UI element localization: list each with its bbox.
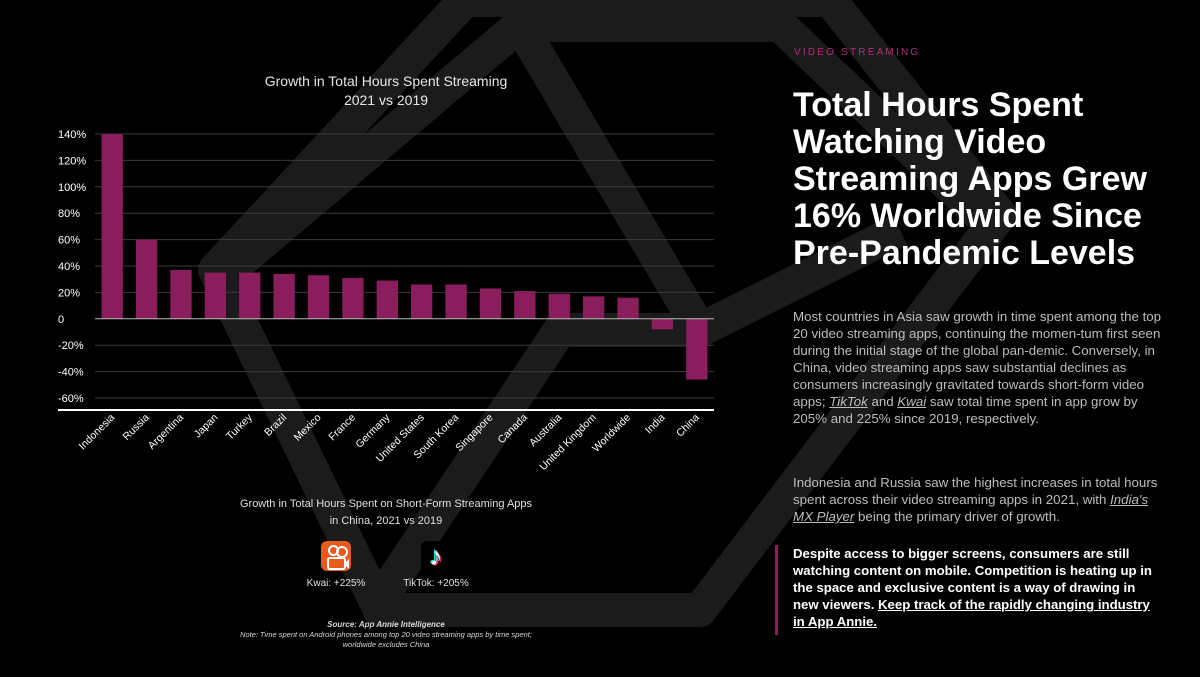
bar [686, 318, 708, 380]
callout-text: Despite access to bigger screens, consum… [793, 546, 1152, 629]
bar [411, 284, 433, 319]
chart-subtitle: 2021 vs 2019 [343, 92, 429, 108]
kwai-icon [321, 541, 351, 571]
y-tick-label: 100% [58, 182, 86, 194]
kwai-label: Kwai: +225% [306, 578, 366, 589]
bar [135, 239, 158, 319]
note-text: Note: Time spent on Android phones among… [240, 630, 532, 649]
source-note: Source: App Annie Intelligence Note: Tim… [236, 620, 536, 650]
x-tick-label: Russia [121, 412, 152, 443]
x-tick-label: Mexico [292, 412, 324, 444]
bar [101, 134, 123, 319]
y-tick-label: -60% [58, 393, 84, 405]
x-tick-label: Japan [192, 412, 221, 441]
kwai-app: Kwai: +225% [281, 541, 391, 589]
bar [651, 318, 674, 330]
y-tick-label: 80% [58, 208, 80, 220]
y-tick-label: 20% [58, 287, 80, 299]
callout-box: Despite access to bigger screens, consum… [775, 545, 1158, 635]
bar [479, 288, 502, 319]
x-tick-label: Brazil [262, 412, 289, 439]
kwai-link[interactable]: Kwai [897, 394, 927, 409]
subchart-title: Growth in Total Hours Spent on Short-For… [239, 498, 533, 527]
y-tick-label: 40% [58, 261, 80, 273]
source-label: Source: App Annie Intelligence [327, 620, 445, 629]
bar [204, 272, 227, 319]
y-tick-label: 0 [58, 314, 64, 326]
y-tick-label: -20% [58, 340, 84, 352]
tiktok-link[interactable]: TikTok [829, 394, 868, 409]
x-tick-label: Singapore [453, 412, 495, 454]
tiktok-app: ♪ TikTok: +205% [381, 541, 491, 589]
headline: Total Hours Spent Watching Video Streami… [793, 86, 1147, 272]
x-tick-label: China [674, 412, 702, 440]
bar [548, 293, 570, 319]
chart-title: Growth in Total Hours Spent Streaming 20… [186, 72, 586, 110]
x-tick-label: Indonesia [77, 412, 118, 453]
bar [273, 273, 295, 319]
bar [445, 284, 467, 319]
bar [514, 291, 536, 319]
bar [239, 272, 261, 319]
x-tick-label: Turkey [224, 411, 255, 442]
bar [582, 296, 605, 319]
y-tick-label: -40% [58, 367, 84, 379]
body-paragraph-1: Most countries in Asia saw growth in tim… [793, 309, 1162, 426]
y-tick-label: 120% [58, 155, 86, 167]
bar [307, 275, 330, 319]
x-tick-label: India [643, 412, 668, 437]
x-tick-label: Canada [495, 412, 530, 447]
x-tick-label: France [326, 412, 358, 444]
bar [617, 297, 639, 319]
section-kicker: VIDEO STREAMING [794, 47, 921, 58]
bar [342, 277, 364, 319]
y-tick-label: 140% [58, 129, 86, 141]
bar-chart: 140% 120% 100% 80% 60% 40% 20% 0 -20% -40% -60% Ind… [58, 129, 714, 473]
x-tick-label: Argentina [146, 412, 186, 452]
y-tick-label: 60% [58, 235, 80, 247]
mx-player-link[interactable]: India's MX Player [793, 492, 1149, 524]
app-annie-link[interactable]: Keep track of the rapidly changing indus… [793, 597, 1150, 629]
tiktok-icon: ♪ [421, 541, 451, 571]
chart-title-main: Growth in Total Hours Spent Streaming [264, 73, 508, 89]
bar [376, 280, 398, 319]
body-paragraph-2: Indonesia and Russia saw the highest inc… [793, 475, 1158, 524]
tiktok-label: TikTok: +205% [403, 578, 469, 589]
bar [170, 269, 192, 319]
